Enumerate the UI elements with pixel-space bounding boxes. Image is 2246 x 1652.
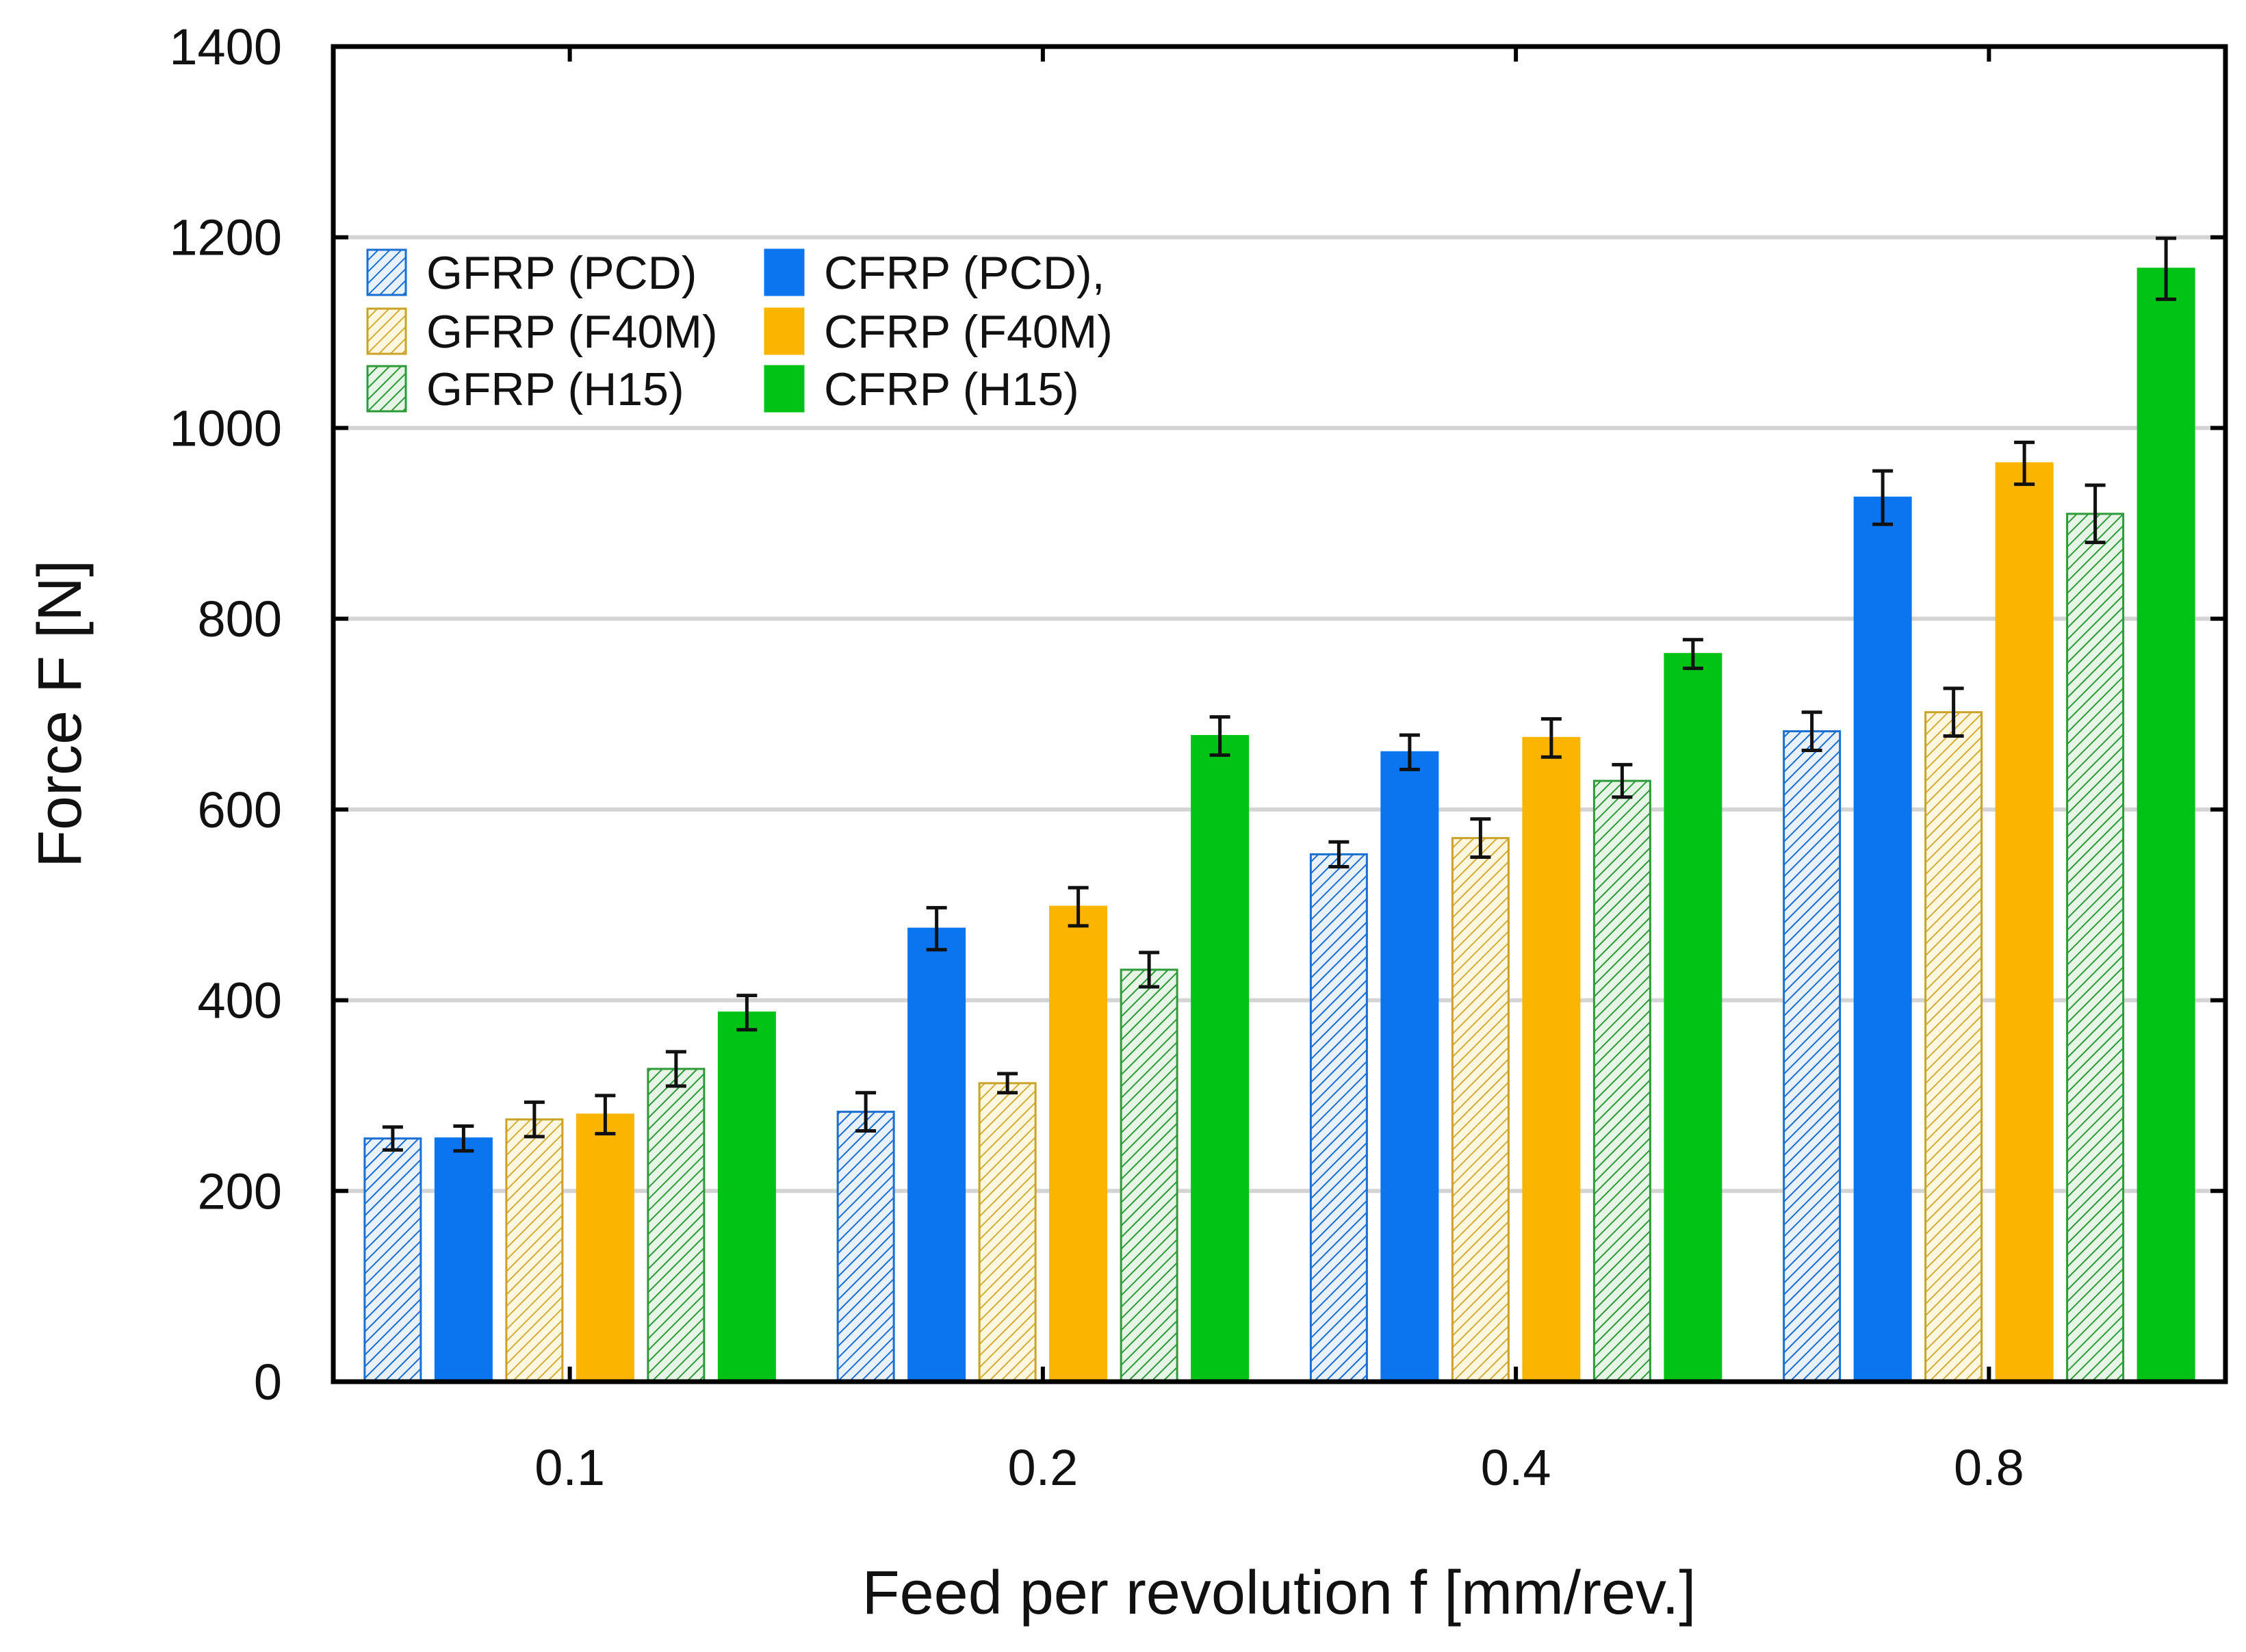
legend-item-cfrp-f40m: CFRP (F40M)	[764, 306, 1113, 358]
bar-gfrp-pcd-0.2	[836, 1111, 895, 1383]
bar-gfrp-pcd-0.1	[363, 1137, 422, 1383]
x-tick-labels: 0.1 0.2 0.4 0.8	[534, 1439, 2024, 1496]
legend-label-cfrp-h15: CFRP (H15)	[824, 363, 1079, 415]
legend-swatch-gfrp-h15	[366, 365, 407, 413]
bar-cfrp-f40m-0.2	[1049, 905, 1108, 1383]
error-bar-cfrp-f40m-0.2	[1068, 886, 1089, 928]
error-bar-cfrp-f40m-0.4	[1540, 717, 1562, 759]
error-bar-gfrp-pcd-0.2	[855, 1091, 877, 1133]
error-bar-gfrp-f40m-0.4	[1470, 817, 1491, 860]
bar-gfrp-pcd-0.4	[1309, 853, 1368, 1383]
y-tick-label-800: 800	[198, 591, 282, 647]
legend-item-gfrp-f40m: GFRP (F40M)	[366, 306, 718, 358]
bar-gfrp-h15-0.2	[1120, 968, 1178, 1383]
legend-item-cfrp-pcd: CFRP (PCD),	[764, 247, 1105, 299]
error-bar-cfrp-h15-0.4	[1682, 638, 1703, 671]
error-bar-cfrp-pcd-0.8	[1872, 469, 1894, 526]
error-bars	[382, 236, 2177, 1153]
bar-cfrp-pcd-0.8	[1853, 496, 1912, 1383]
legend-label-cfrp-pcd: CFRP (PCD),	[824, 247, 1105, 299]
bar-gfrp-f40m-0.1	[505, 1118, 564, 1383]
error-bar-cfrp-pcd-0.4	[1399, 733, 1420, 771]
bar-gfrp-f40m-0.2	[978, 1082, 1037, 1383]
x-tick-label-0.4: 0.4	[1481, 1439, 1551, 1496]
legend-label-gfrp-f40m: GFRP (F40M)	[426, 306, 718, 358]
bar-cfrp-f40m-0.8	[1995, 462, 2054, 1383]
error-bar-gfrp-h15-0.8	[2084, 483, 2106, 545]
error-bar-gfrp-f40m-0.1	[524, 1100, 545, 1139]
y-tick-label-200: 200	[198, 1163, 282, 1219]
legend-swatch-gfrp-pcd	[366, 248, 407, 296]
legend-swatch-cfrp-h15	[764, 365, 805, 413]
legend-swatch-cfrp-pcd	[764, 248, 805, 296]
legend-swatch-gfrp-f40m	[366, 307, 407, 355]
bar-gfrp-pcd-0.8	[1783, 730, 1842, 1383]
y-tick-label-1400: 1400	[169, 18, 282, 75]
error-bar-cfrp-pcd-0.1	[453, 1124, 474, 1153]
bar-gfrp-f40m-0.8	[1924, 711, 1983, 1383]
y-tick-labels: 0 200 400 600 800 1000 1200 1400	[169, 18, 282, 1410]
error-bar-gfrp-h15-0.4	[1612, 762, 1633, 799]
error-bar-cfrp-f40m-0.8	[2014, 440, 2035, 487]
error-bar-gfrp-pcd-0.1	[382, 1125, 403, 1152]
error-bar-gfrp-pcd-0.8	[1801, 710, 1822, 752]
error-bar-gfrp-f40m-0.2	[997, 1072, 1018, 1095]
x-tick-label-0.2: 0.2	[1007, 1439, 1078, 1496]
bar-cfrp-pcd-0.4	[1380, 751, 1439, 1383]
legend: GFRP (PCD) CFRP (PCD), GFRP (F40M) CFRP (F4…	[366, 247, 1113, 415]
bar-gfrp-h15-0.1	[647, 1068, 706, 1383]
error-bar-gfrp-pcd-0.4	[1328, 840, 1350, 868]
legend-swatch-cfrp-f40m	[764, 307, 805, 355]
error-bar-cfrp-pcd-0.2	[926, 905, 947, 952]
legend-item-cfrp-h15: CFRP (H15)	[764, 363, 1079, 415]
error-bar-cfrp-f40m-0.1	[595, 1094, 616, 1136]
bar-gfrp-h15-0.8	[2066, 513, 2125, 1383]
x-tick-label-0.8: 0.8	[1954, 1439, 2024, 1496]
bar-cfrp-pcd-0.2	[907, 927, 966, 1383]
x-axis-title: Feed per revolution f [mm/rev.]	[862, 1559, 1696, 1627]
bar-cfrp-h15-0.2	[1191, 735, 1250, 1383]
y-tick-label-400: 400	[198, 972, 282, 1029]
plot-frame	[331, 44, 2228, 1384]
legend-item-gfrp-pcd: GFRP (PCD)	[366, 247, 697, 299]
error-bar-gfrp-h15-0.1	[665, 1050, 686, 1088]
y-tick-label-0: 0	[254, 1354, 282, 1410]
error-bar-cfrp-h15-0.8	[2156, 236, 2177, 301]
y-tick-label-1000: 1000	[169, 400, 282, 456]
legend-label-gfrp-pcd: GFRP (PCD)	[426, 247, 697, 299]
bar-cfrp-f40m-0.4	[1522, 736, 1581, 1383]
bar-cfrp-f40m-0.1	[576, 1113, 634, 1383]
axis-ticks	[333, 47, 2225, 1382]
legend-label-cfrp-f40m: CFRP (F40M)	[824, 306, 1113, 358]
bar-cfrp-h15-0.8	[2137, 268, 2195, 1383]
y-tick-label-1200: 1200	[169, 209, 282, 266]
y-axis-title: Force F [N]	[26, 560, 94, 868]
error-bar-gfrp-h15-0.2	[1139, 951, 1160, 989]
bar-cfrp-h15-0.4	[1664, 653, 1722, 1383]
error-bar-cfrp-h15-0.1	[736, 994, 758, 1032]
legend-item-gfrp-h15: GFRP (H15)	[366, 363, 684, 415]
error-bar-gfrp-f40m-0.8	[1943, 686, 1964, 738]
bars	[363, 268, 2195, 1383]
x-tick-label-0.1: 0.1	[534, 1439, 605, 1496]
error-bar-cfrp-h15-0.2	[1209, 715, 1230, 757]
legend-label-gfrp-h15: GFRP (H15)	[426, 363, 684, 415]
bar-gfrp-h15-0.4	[1592, 779, 1651, 1383]
y-tick-label-600: 600	[198, 782, 282, 838]
bar-gfrp-f40m-0.4	[1451, 837, 1510, 1383]
bar-cfrp-pcd-0.1	[434, 1137, 493, 1383]
bar-cfrp-h15-0.1	[717, 1011, 776, 1383]
